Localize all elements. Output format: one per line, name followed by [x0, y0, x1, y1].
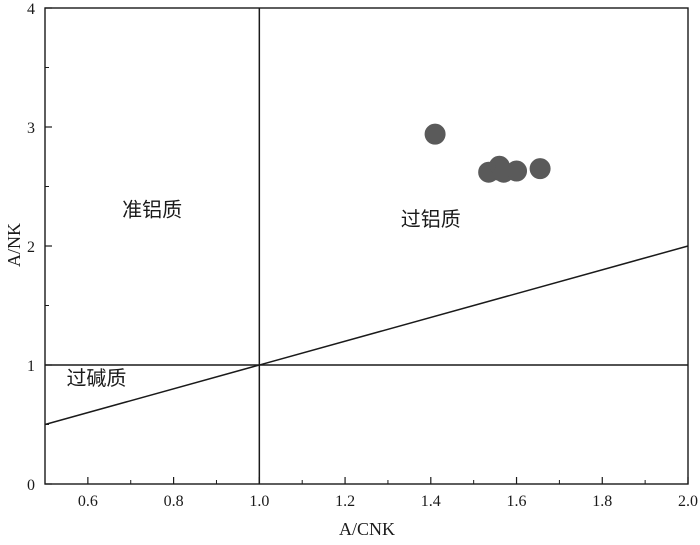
boundary-lines: [44, 8, 689, 484]
y-tick-label: 4: [27, 1, 35, 18]
data-point: [529, 158, 551, 180]
y-axis-title: A/NK: [4, 223, 24, 267]
x-tick-label: 2.0: [678, 493, 698, 510]
x-axis-title: A/CNK: [339, 519, 395, 539]
y-tick-label: 1: [27, 358, 35, 375]
boundary-line-diagonal: [44, 245, 689, 426]
region-label: 准铝质: [122, 197, 182, 221]
data-point: [506, 160, 528, 182]
y-tick-label: 0: [27, 477, 35, 494]
region-label: 过碱质: [66, 366, 126, 390]
plot-frame: [44, 7, 689, 485]
x-tick-label: 1.2: [335, 493, 355, 510]
data-point: [424, 123, 446, 145]
y-tick-label: 2: [27, 239, 35, 256]
x-tick-label: 1.6: [507, 493, 527, 510]
region-label: 过铝质: [401, 207, 461, 231]
axes: 0.6 0.8 1.0 1.2 1.4 1.6 1.8 2.0 0 1 2 3 4: [27, 1, 698, 510]
x-tick-label: 1.8: [592, 493, 612, 510]
x-tick-label: 1.0: [249, 493, 269, 510]
x-tick-label: 0.8: [164, 493, 184, 510]
data-points: [424, 123, 551, 183]
y-tick-label: 3: [27, 120, 35, 137]
x-tick-label: 0.6: [78, 493, 98, 510]
x-tick-label: 1.4: [421, 493, 441, 510]
